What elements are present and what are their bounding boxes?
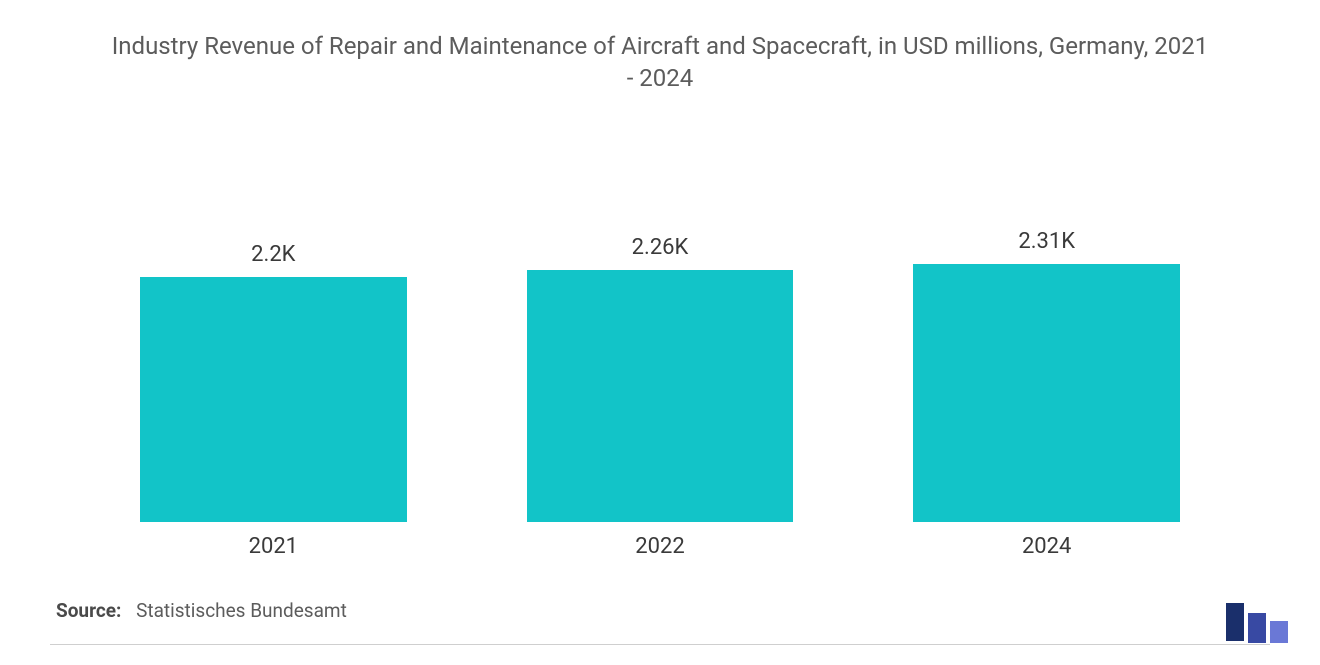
chart-container: Industry Revenue of Repair and Maintenan…	[0, 0, 1320, 665]
bar-value-label: 2.26K	[632, 235, 689, 260]
bar-slot-2: 2.31K 2024	[913, 155, 1180, 559]
bar-value-label: 2.31K	[1018, 229, 1075, 254]
bar-rect	[913, 264, 1180, 522]
source-line: Source: Statistisches Bundesamt	[50, 599, 1270, 622]
bar-category-label: 2022	[635, 534, 684, 559]
source-label: Source:	[56, 599, 121, 622]
logo-bar-icon	[1270, 621, 1288, 643]
brand-logo-icon	[1226, 603, 1290, 643]
source-text: Statistisches Bundesamt	[136, 599, 347, 622]
bar-rect	[140, 277, 407, 522]
plot-area: 2.2K 2021 2.26K 2022 2.31K 2024	[50, 155, 1270, 559]
logo-bar-icon	[1248, 613, 1266, 643]
bar-slot-1: 2.26K 2022	[527, 155, 794, 559]
divider	[50, 644, 1270, 645]
bar-rect	[527, 270, 794, 522]
bar-category-label: 2021	[249, 534, 298, 559]
logo-bar-icon	[1226, 603, 1244, 641]
bar-category-label: 2024	[1022, 534, 1071, 559]
chart-title: Industry Revenue of Repair and Maintenan…	[50, 30, 1270, 95]
bar-value-label: 2.2K	[251, 242, 295, 267]
bar-slot-0: 2.2K 2021	[140, 155, 407, 559]
